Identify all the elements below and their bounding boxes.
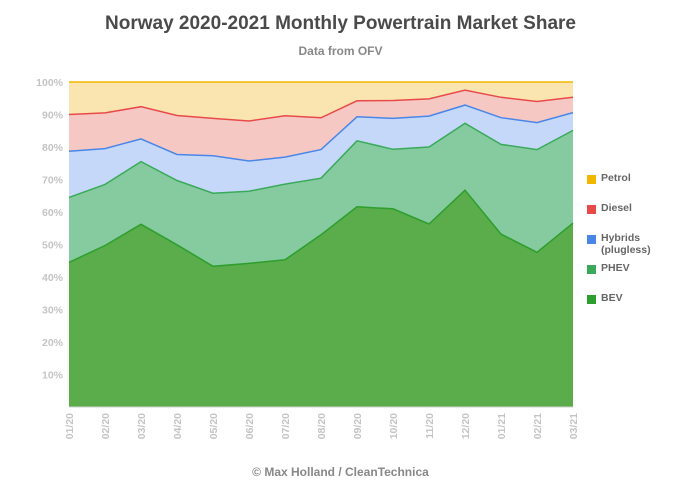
area-hybrids-plugless <box>69 105 573 198</box>
legend-label: Diesel <box>601 202 632 214</box>
x-tick-label: 11/20 <box>424 413 436 439</box>
y-tick-label: 80% <box>42 142 64 154</box>
chart-legend: Petrol Diesel Hybrids (plugless) PHEV BEV <box>587 172 677 322</box>
area-bev <box>69 190 573 407</box>
area-petrol <box>69 82 573 121</box>
chart-subtitle: Data from OFV <box>298 44 383 58</box>
legend-item-petrol: Petrol <box>587 172 677 202</box>
x-tick-label: 05/20 <box>208 413 220 439</box>
legend-item-hybrids-plugless: Hybrids (plugless) <box>587 232 677 262</box>
line-bev <box>68 189 574 268</box>
area-phev <box>69 123 573 267</box>
line-diesel <box>68 89 574 122</box>
line-phev <box>68 122 574 199</box>
legend-swatch <box>587 295 596 304</box>
y-tick-label: 40% <box>42 272 64 284</box>
y-tick-label: 100% <box>36 77 64 89</box>
line-hybrids-plugless <box>68 104 574 162</box>
legend-item-diesel: Diesel <box>587 202 677 232</box>
y-tick-label: 50% <box>42 240 64 252</box>
x-tick-label: 01/20 <box>64 413 76 439</box>
chart-credit: © Max Holland / CleanTechnica <box>252 465 429 479</box>
y-tick-label: 20% <box>42 337 64 349</box>
area-diesel <box>69 90 573 161</box>
y-tick-label: 60% <box>42 207 64 219</box>
legend-label: Hybrids (plugless) <box>601 232 651 256</box>
y-tick-label: 70% <box>42 175 64 187</box>
legend-label: PHEV <box>601 262 630 274</box>
y-tick-label: 90% <box>42 110 64 122</box>
x-tick-label: 02/20 <box>100 413 112 439</box>
x-tick-label: 02/21 <box>532 413 544 439</box>
legend-swatch <box>587 205 596 214</box>
legend-swatch <box>587 235 596 244</box>
legend-swatch <box>587 265 596 274</box>
x-tick-label: 04/20 <box>172 413 184 439</box>
x-tick-label: 03/21 <box>568 413 580 439</box>
x-tick-label: 10/20 <box>388 413 400 439</box>
chart-title: Norway 2020-2021 Monthly Powertrain Mark… <box>105 13 576 34</box>
y-tick-label: 30% <box>42 305 64 317</box>
legend-label: Petrol <box>601 172 631 184</box>
x-tick-label: 01/21 <box>496 413 508 439</box>
legend-item-phev: PHEV <box>587 262 677 292</box>
legend-label: BEV <box>601 292 623 304</box>
x-tick-label: 03/20 <box>136 413 148 439</box>
x-tick-label: 12/20 <box>460 413 472 439</box>
y-tick-label: 10% <box>42 370 64 382</box>
legend-item-bev: BEV <box>587 292 677 322</box>
x-tick-label: 08/20 <box>316 413 328 439</box>
x-tick-label: 07/20 <box>280 413 292 439</box>
legend-swatch <box>587 175 596 184</box>
x-tick-label: 06/20 <box>244 413 256 439</box>
x-tick-label: 09/20 <box>352 413 364 439</box>
